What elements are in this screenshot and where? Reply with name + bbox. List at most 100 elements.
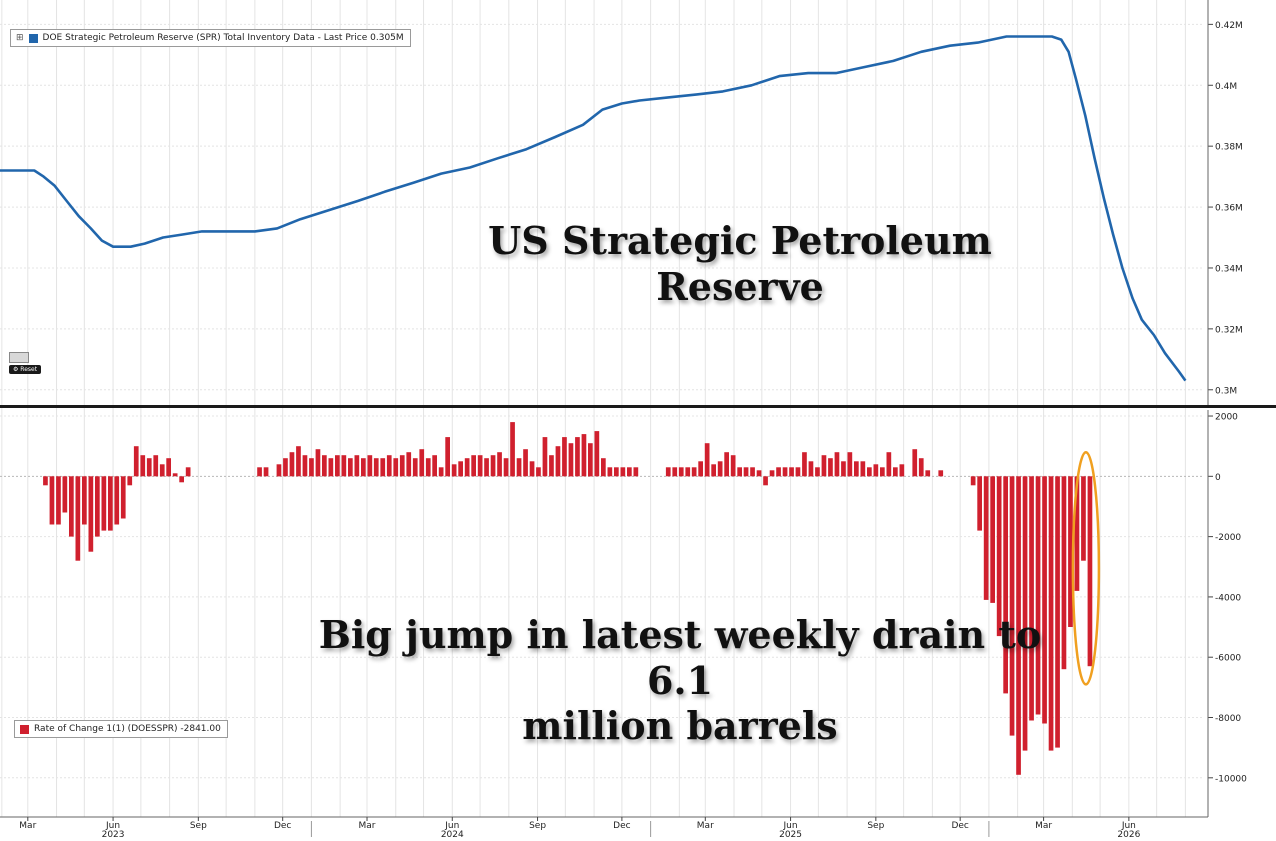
rate-of-change-bar[interactable]: [750, 467, 755, 477]
rate-of-change-bar[interactable]: [1016, 476, 1021, 775]
zoom-box-icon[interactable]: [9, 352, 29, 363]
bottom-legend[interactable]: Rate of Change 1(1) (DOESSPR) -2841.00: [14, 720, 228, 738]
rate-of-change-bar[interactable]: [737, 467, 742, 477]
rate-of-change-bar[interactable]: [95, 476, 100, 537]
rate-of-change-bar[interactable]: [406, 452, 412, 477]
rate-of-change-bar[interactable]: [425, 458, 431, 477]
rate-of-change-bar[interactable]: [451, 464, 457, 477]
rate-of-change-bar[interactable]: [990, 476, 995, 603]
rate-of-change-bar[interactable]: [62, 476, 68, 513]
rate-of-change-bar[interactable]: [69, 476, 74, 537]
top-legend[interactable]: ⊞ DOE Strategic Petroleum Reserve (SPR) …: [10, 29, 411, 47]
rate-of-change-bar[interactable]: [730, 455, 736, 477]
rate-of-change-bar[interactable]: [263, 467, 269, 477]
rate-of-change-bar[interactable]: [536, 467, 541, 477]
rate-of-change-bar[interactable]: [127, 476, 133, 486]
rate-of-change-bar[interactable]: [490, 455, 496, 477]
rate-of-change-bar[interactable]: [159, 464, 165, 477]
rate-of-change-bar[interactable]: [620, 467, 626, 477]
rate-of-change-bar[interactable]: [691, 467, 697, 477]
rate-of-change-bar[interactable]: [912, 449, 918, 477]
rate-of-change-bar[interactable]: [867, 467, 872, 477]
rate-of-change-bar[interactable]: [497, 452, 502, 477]
rate-of-change-bar[interactable]: [854, 461, 859, 477]
rate-of-change-bar[interactable]: [627, 467, 632, 477]
rate-of-change-bar[interactable]: [1074, 476, 1080, 591]
rate-of-change-bar[interactable]: [101, 476, 107, 531]
rate-of-change-bar[interactable]: [588, 443, 593, 477]
rate-of-change-bar[interactable]: [43, 476, 48, 486]
rate-of-change-bar[interactable]: [743, 467, 749, 477]
rate-of-change-bar[interactable]: [1068, 476, 1073, 627]
rate-of-change-bar[interactable]: [302, 455, 308, 477]
rate-of-change-bar[interactable]: [1035, 476, 1041, 715]
rate-of-change-bar[interactable]: [146, 458, 152, 477]
rate-of-change-bar[interactable]: [315, 449, 321, 477]
rate-of-change-bar[interactable]: [120, 476, 126, 519]
rate-of-change-bar[interactable]: [335, 455, 340, 477]
rate-of-change-bar[interactable]: [880, 467, 885, 477]
rate-of-change-bar[interactable]: [795, 467, 801, 477]
rate-of-change-bar[interactable]: [361, 458, 366, 477]
rate-of-change-bar[interactable]: [1029, 476, 1034, 721]
rate-of-change-bar[interactable]: [756, 470, 762, 477]
rate-of-change-bar[interactable]: [776, 467, 781, 477]
rate-of-change-bar[interactable]: [484, 458, 489, 477]
rate-of-change-bar[interactable]: [821, 455, 827, 477]
rate-of-change-bar[interactable]: [886, 452, 892, 477]
rate-of-change-bar[interactable]: [445, 437, 450, 477]
rate-of-change-bar[interactable]: [581, 434, 587, 477]
rate-of-change-bar[interactable]: [153, 455, 159, 477]
rate-of-change-bar[interactable]: [899, 464, 905, 477]
rate-of-change-bar[interactable]: [464, 458, 470, 477]
rate-of-change-bar[interactable]: [873, 464, 879, 477]
rate-of-change-bar[interactable]: [562, 437, 567, 477]
rate-of-change-bar[interactable]: [938, 470, 944, 477]
rate-of-change-bar[interactable]: [354, 455, 360, 477]
rate-of-change-bar[interactable]: [529, 461, 535, 477]
rate-of-change-bar[interactable]: [1048, 476, 1054, 751]
rate-of-change-bar[interactable]: [56, 476, 61, 525]
rate-of-change-bar[interactable]: [802, 452, 807, 477]
rate-of-change-bar[interactable]: [678, 467, 684, 477]
reset-widget[interactable]: ⚙ Reset: [9, 352, 42, 374]
rate-of-change-bar[interactable]: [373, 458, 379, 477]
rate-of-change-bar[interactable]: [1055, 476, 1060, 748]
rate-of-change-bar[interactable]: [763, 476, 768, 486]
rate-of-change-bar[interactable]: [860, 461, 866, 477]
rate-of-change-bar[interactable]: [815, 467, 820, 477]
rate-of-change-bar[interactable]: [328, 458, 334, 477]
rate-of-change-bar[interactable]: [140, 455, 146, 477]
rate-of-change-bar[interactable]: [568, 443, 574, 477]
rate-of-change-bar[interactable]: [808, 461, 814, 477]
rate-of-change-bar[interactable]: [724, 452, 729, 477]
rate-of-change-bar[interactable]: [1009, 476, 1015, 736]
rate-of-change-bar[interactable]: [380, 458, 386, 477]
rate-of-change-bar[interactable]: [75, 476, 81, 561]
rate-of-change-bar[interactable]: [1003, 476, 1008, 694]
rate-of-change-bar[interactable]: [114, 476, 120, 525]
rate-of-change-bar[interactable]: [1022, 476, 1028, 751]
reset-button[interactable]: ⚙ Reset: [9, 365, 42, 374]
rate-of-change-bar[interactable]: [834, 452, 840, 477]
rate-of-change-bar[interactable]: [685, 467, 691, 477]
rate-of-change-bar[interactable]: [322, 455, 327, 477]
rate-of-change-bar[interactable]: [918, 458, 924, 477]
rate-of-change-bar[interactable]: [471, 455, 476, 477]
rate-of-change-bar[interactable]: [841, 461, 846, 477]
rate-of-change-bar[interactable]: [542, 437, 548, 477]
rate-of-change-bar[interactable]: [970, 476, 976, 486]
rate-of-change-bar[interactable]: [789, 467, 794, 477]
rate-of-change-bar[interactable]: [769, 470, 775, 477]
rate-of-change-bar[interactable]: [341, 455, 347, 477]
rate-of-change-bar[interactable]: [523, 449, 528, 477]
rate-of-change-bar[interactable]: [88, 476, 94, 552]
rate-of-change-bar[interactable]: [704, 443, 710, 477]
rate-of-change-bar[interactable]: [516, 458, 522, 477]
rate-of-change-bar[interactable]: [296, 446, 301, 477]
rate-of-change-bar[interactable]: [367, 455, 373, 477]
rate-of-change-bar[interactable]: [179, 476, 184, 483]
rate-of-change-bar[interactable]: [633, 467, 639, 477]
rate-of-change-bar[interactable]: [614, 467, 619, 477]
rate-of-change-bar[interactable]: [438, 467, 444, 477]
